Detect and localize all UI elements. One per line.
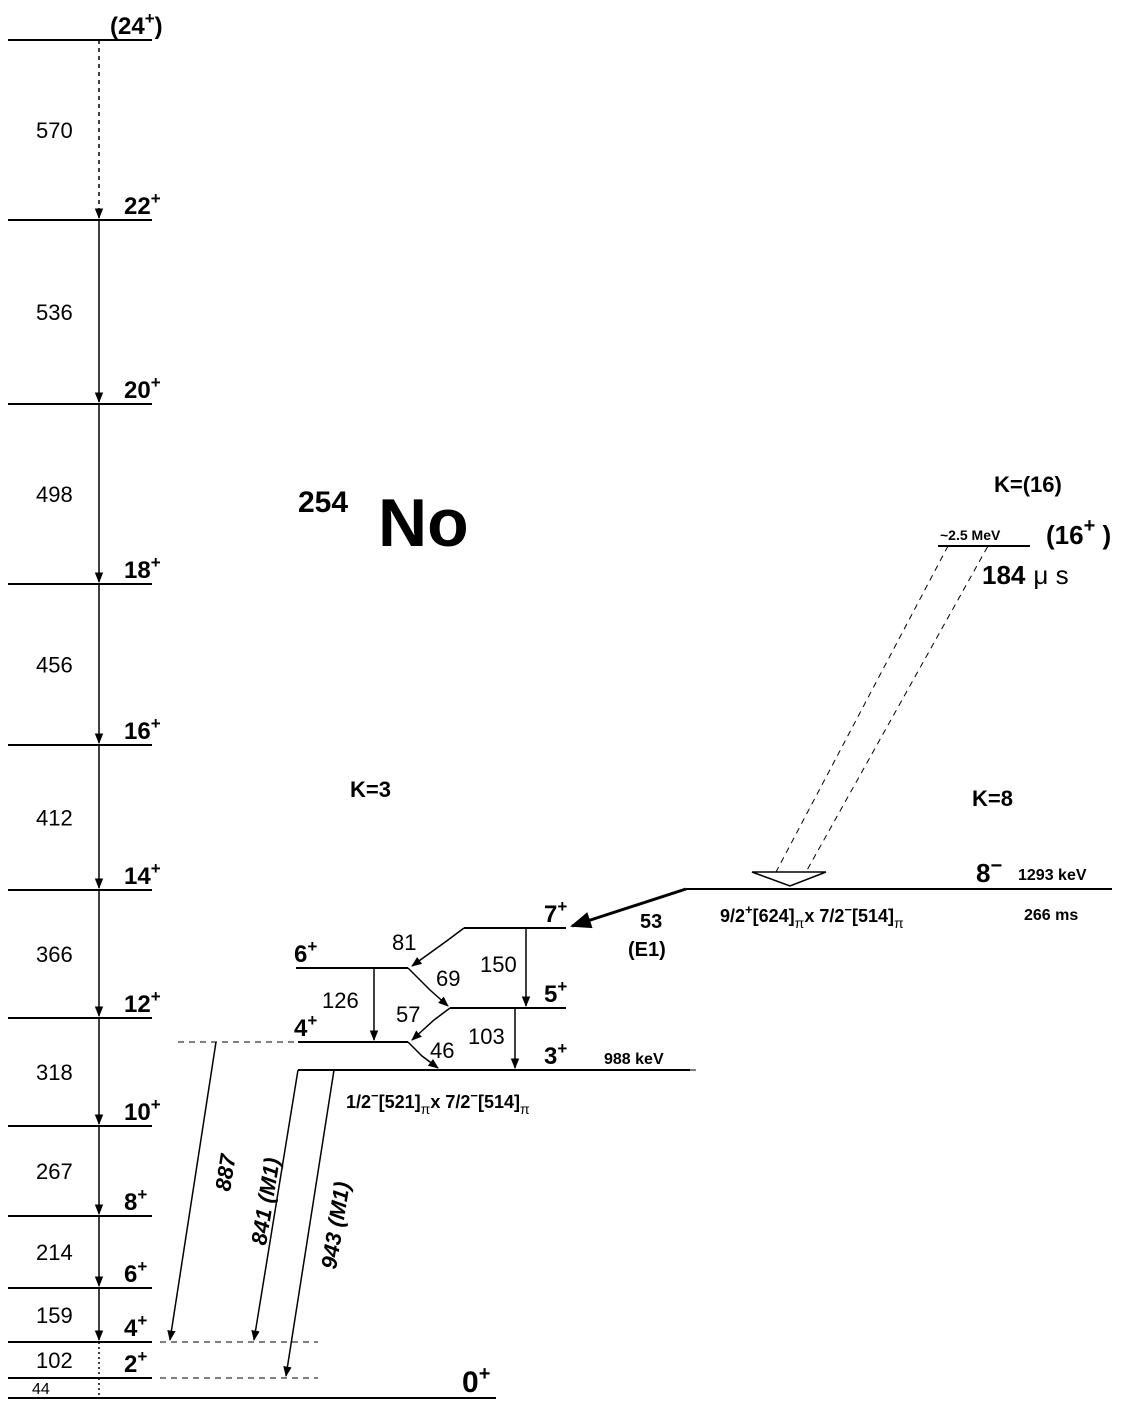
ground-band-transition-label: 536 (36, 300, 73, 325)
ground-band-transition-label: 456 (36, 653, 73, 678)
ground-band-transition-label: 498 (36, 482, 73, 507)
ground-band-transition-label: 570 (36, 118, 73, 143)
k8-configuration: 9/2+[624]πx 7/2−[514]π (720, 902, 904, 931)
ground-band-transition-label: 102 (36, 1348, 73, 1373)
transition-126-label: 126 (322, 988, 359, 1013)
k8-halflife: 266 ms (1024, 907, 1078, 924)
ground-band-labels: 2+ 4+ 6+ 8+ 10+ 12+ 14+ 16+ 18+ 20+ 22+ (24+) 44 102 1… (32, 9, 163, 1398)
ground-band-transition-label: 159 (36, 1303, 73, 1328)
transition-53-arrow (570, 887, 687, 929)
k8-spin: 8− (976, 855, 1002, 888)
ground-band-transition-label: 214 (36, 1240, 73, 1265)
ground-band-spin-label: 14+ (124, 859, 161, 890)
ground-band-spin-label: 4+ (124, 1311, 147, 1342)
transition-69-arrow (407, 967, 449, 1007)
ground-band-spin-label: 2+ (124, 1347, 147, 1378)
transition-943-arrow (283, 1069, 335, 1378)
ground-band-spin-label: 12+ (124, 987, 161, 1018)
ground-band-spin-label: 16+ (124, 714, 161, 745)
k8-label: K=8 (972, 786, 1013, 811)
k16-label: K=(16) (994, 472, 1062, 497)
transition-53-multipolarity: (E1) (628, 939, 666, 961)
transition-150-label: 150 (480, 952, 517, 977)
k8-energy: 1293 keV (1018, 867, 1087, 884)
k16-halflife: 184 μ s (982, 560, 1069, 590)
element-symbol: No (378, 485, 469, 561)
ground-band-transition-label: 267 (36, 1159, 73, 1184)
transition-887-label: 887 (210, 1151, 241, 1193)
k3-spin-5plus: 5+ (544, 977, 567, 1008)
ground-band-spin-label: 8+ (124, 1185, 147, 1216)
ground-band-transition-label: 412 (36, 806, 73, 831)
ground-band-transition-label: 318 (36, 1060, 73, 1085)
ground-state-spin: 0+ (462, 1363, 490, 1399)
k3-spin-3plus: 3+ (544, 1039, 567, 1070)
mass-number: 254 (298, 486, 348, 519)
transition-53-label: 53 (640, 911, 662, 933)
ground-band-levels (8, 39, 152, 1379)
ground-band-spin-label: 10+ (124, 1095, 161, 1126)
k3-spin-7plus: 7+ (544, 897, 567, 928)
transition-69-label: 69 (436, 966, 460, 991)
transition-81-label: 81 (392, 930, 416, 955)
transition-57-label: 57 (396, 1002, 420, 1027)
ground-band-transition-label: 366 (36, 942, 73, 967)
ground-band-transition-label: 44 (32, 1381, 50, 1398)
transition-103-label: 103 (468, 1024, 505, 1049)
ground-band-spin-label: 18+ (124, 553, 161, 584)
k3-band-label: K=3 (350, 777, 391, 802)
ground-band-spin-label: 20+ (124, 373, 161, 404)
k3-bandhead-energy: 988 keV (604, 1051, 664, 1068)
k16-to-k8-hollow-arrow (751, 545, 989, 887)
k3-spin-6plus: 6+ (294, 937, 317, 968)
k3-configuration: 1/2−[521]πx 7/2−[514]π (346, 1088, 530, 1117)
transition-841-arrow (251, 1069, 299, 1342)
k16-spin: (16+ ) (1046, 515, 1111, 550)
transition-943-label: 943 (M1) (316, 1180, 354, 1271)
transition-46-arrow (407, 1041, 439, 1069)
transition-46-label: 46 (430, 1038, 454, 1063)
transition-841-label: 841 (M1) (246, 1156, 284, 1247)
hollow-arrowhead (751, 871, 827, 887)
ground-band-spin-label: (24+) (110, 9, 163, 40)
k3-spin-4plus: 4+ (294, 1011, 317, 1042)
ground-band-spin-label: 22+ (124, 189, 161, 220)
transition-887-arrow (167, 1041, 217, 1342)
transition-57-arrow (411, 1007, 451, 1041)
ground-band-spin-label: 6+ (124, 1257, 147, 1288)
transition-81-arrow (411, 927, 465, 967)
k16-energy: ~2.5 MeV (940, 527, 1001, 543)
